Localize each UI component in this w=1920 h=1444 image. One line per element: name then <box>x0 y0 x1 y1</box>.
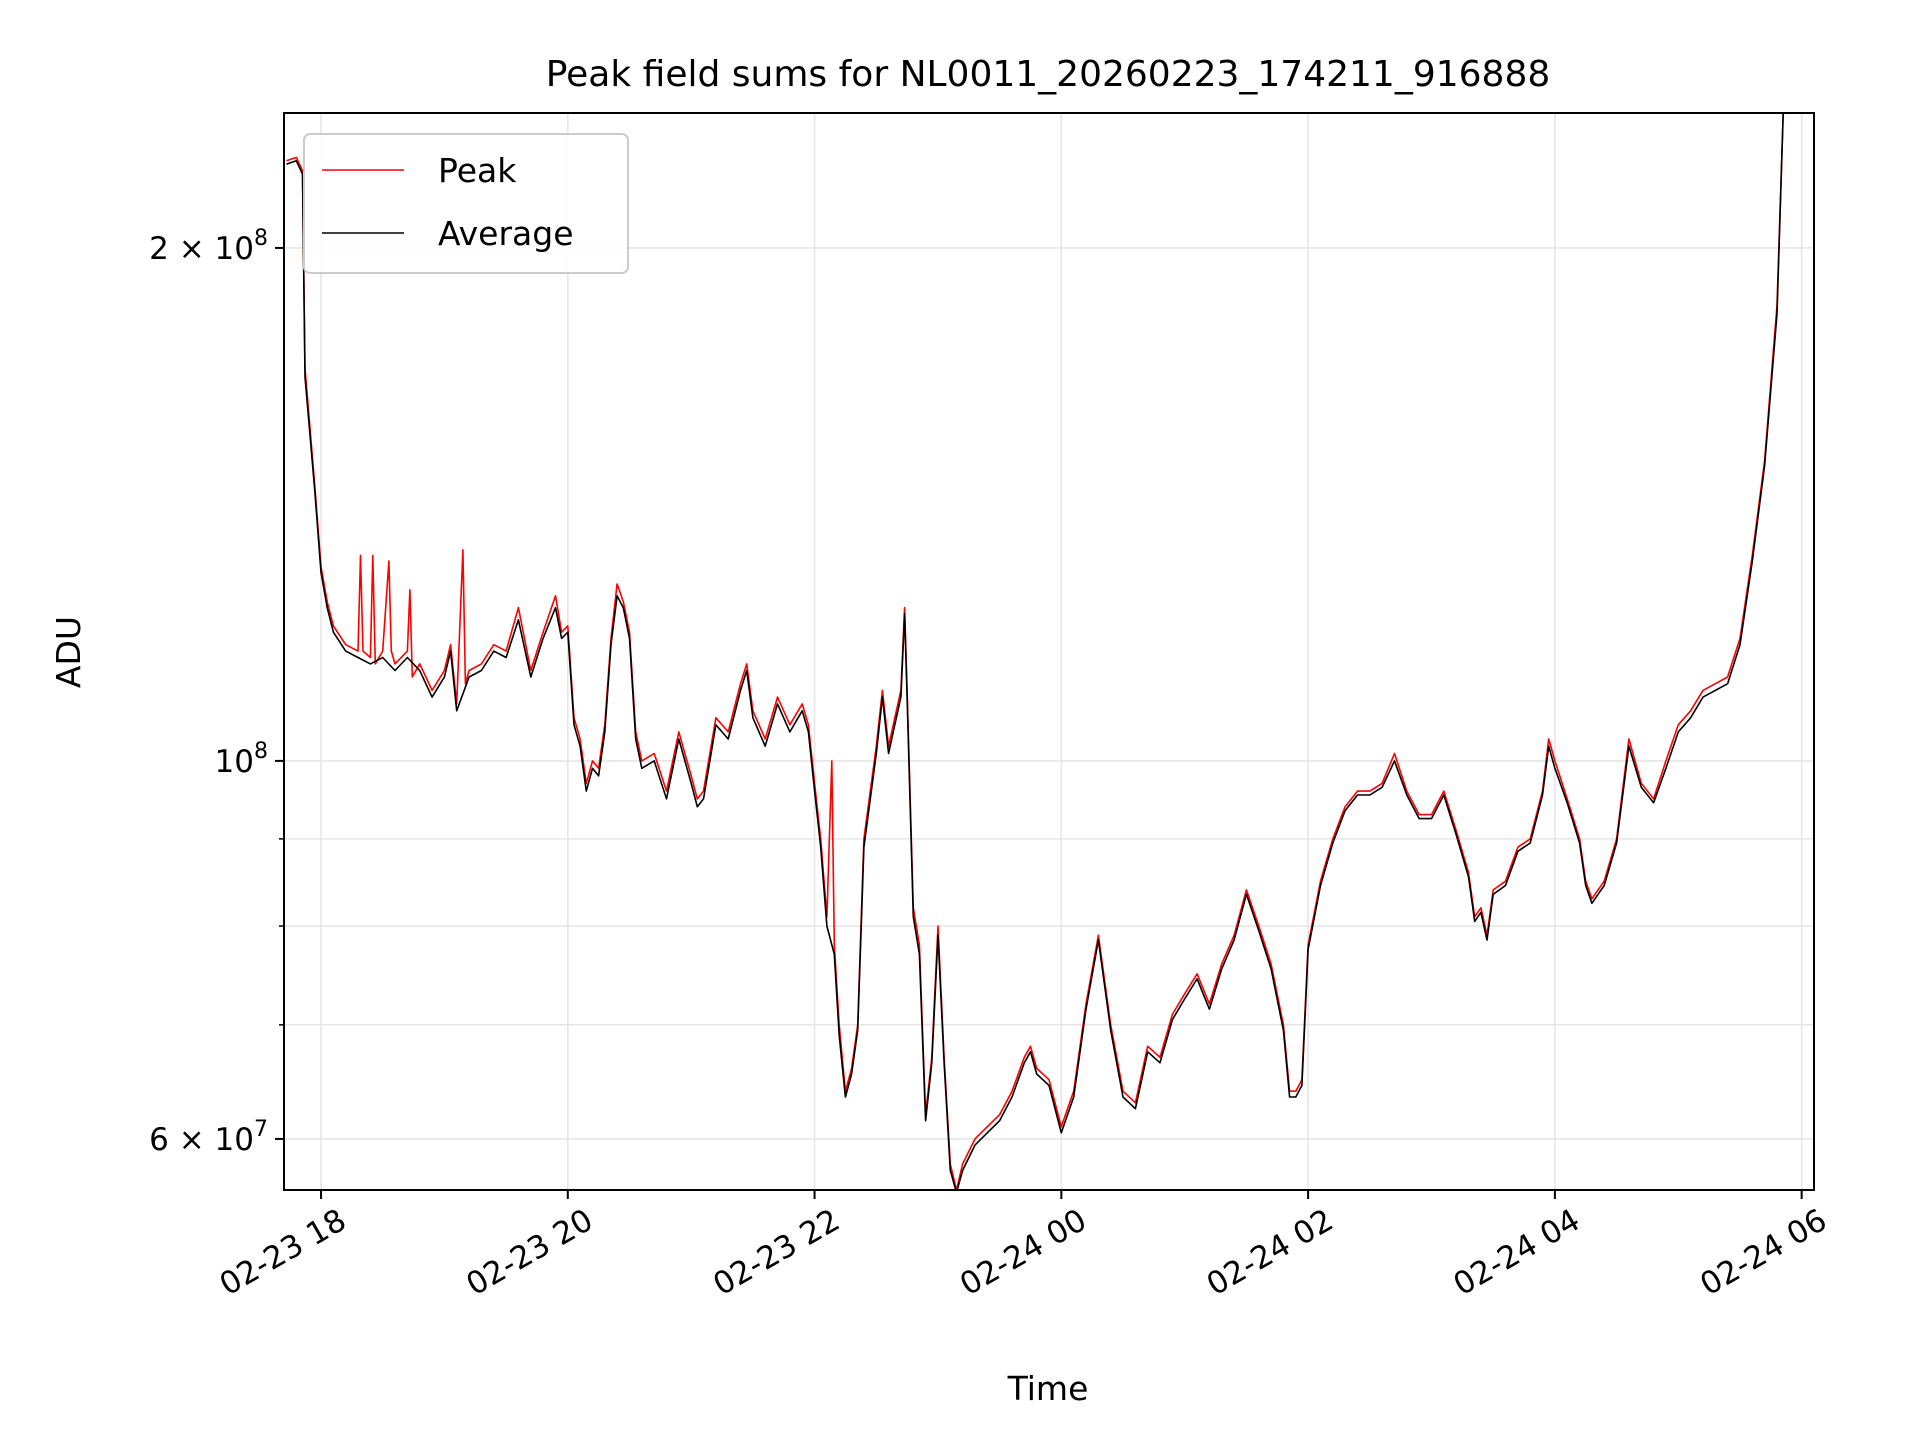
y-axis: 6 × 107 108 2 × 108 <box>149 226 284 1158</box>
y-tick-label: 2 × 108 <box>149 226 268 267</box>
plot-frame <box>283 112 1815 1191</box>
x-axis-label: Time <box>1007 1369 1089 1408</box>
x-tick-label: 02-23 20 <box>460 1202 599 1303</box>
chart-title: Peak field sums for NL0011_20260223_1742… <box>546 54 1551 95</box>
x-tick-label: 02-24 04 <box>1448 1202 1587 1303</box>
legend-label-peak: Peak <box>438 151 517 190</box>
x-axis: 02-23 18 02-23 20 02-23 22 02-24 00 02-24 02… <box>214 1190 1833 1303</box>
series-line-peak <box>286 113 1784 1190</box>
plot-area <box>283 112 1815 1191</box>
x-tick-label: 02-23 18 <box>214 1202 353 1303</box>
x-tick-label: 02-24 00 <box>954 1202 1093 1303</box>
y-tick-label: 6 × 107 <box>149 1117 268 1158</box>
series-layer <box>286 113 1784 1190</box>
grid-lines <box>284 113 1814 1190</box>
series-line-average <box>286 113 1784 1190</box>
legend: Peak Average <box>303 133 629 274</box>
y-tick-label: 108 <box>215 739 268 780</box>
y-axis-label: ADU <box>49 616 88 688</box>
x-tick-label: 02-23 22 <box>707 1202 846 1303</box>
x-tick-label: 02-24 02 <box>1201 1202 1340 1303</box>
x-tick-label: 02-24 06 <box>1694 1202 1833 1303</box>
legend-label-average: Average <box>438 214 574 253</box>
legend-box <box>303 133 629 274</box>
